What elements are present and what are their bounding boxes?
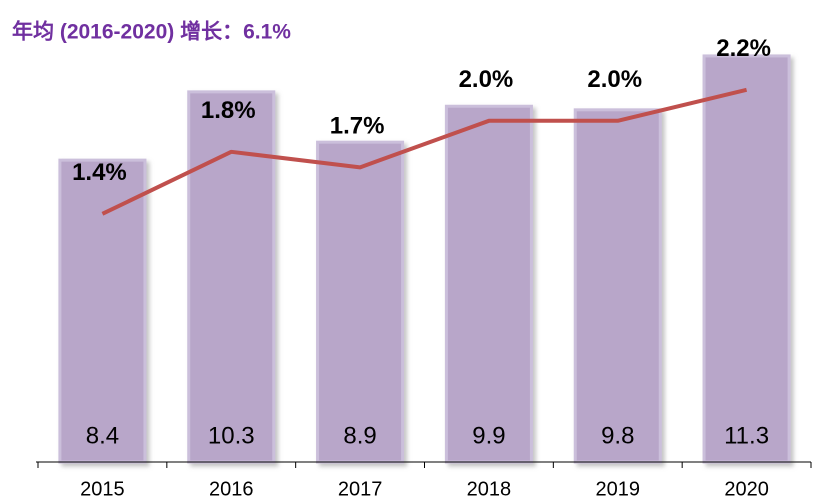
- bar: [58, 158, 147, 464]
- line-value-label: 2.2%: [716, 35, 771, 62]
- line-value-label: 1.8%: [201, 97, 256, 124]
- x-tick-label: 2019: [596, 478, 641, 500]
- bar-value-label: 11.3: [724, 422, 769, 449]
- line-value-label: 1.7%: [330, 113, 385, 140]
- x-tick-label: 2015: [80, 478, 125, 500]
- bar-value-label: 9.9: [472, 422, 505, 449]
- bar: [702, 54, 791, 464]
- bar: [444, 104, 533, 464]
- bars: [58, 54, 791, 464]
- bar-value-label: 10.3: [208, 422, 255, 449]
- bar-value-label: 8.4: [86, 422, 119, 449]
- bar-value-label: 8.9: [343, 422, 376, 449]
- x-tick-label: 2016: [209, 478, 254, 500]
- x-tick-label: 2017: [338, 478, 383, 500]
- line: [101, 87, 748, 216]
- line-value-label: 1.4%: [72, 159, 127, 186]
- x-tick-label: 2018: [467, 478, 512, 500]
- bar-value-label: 9.8: [601, 422, 634, 449]
- chart-title: 年均 (2016-2020) 增长：6.1%: [12, 20, 291, 44]
- bar: [573, 108, 662, 464]
- line-value-label: 2.0%: [459, 66, 514, 93]
- line-value-label: 2.0%: [587, 66, 642, 93]
- bar: [316, 140, 405, 464]
- x-tick-label: 2020: [724, 478, 769, 500]
- bar: [187, 90, 276, 464]
